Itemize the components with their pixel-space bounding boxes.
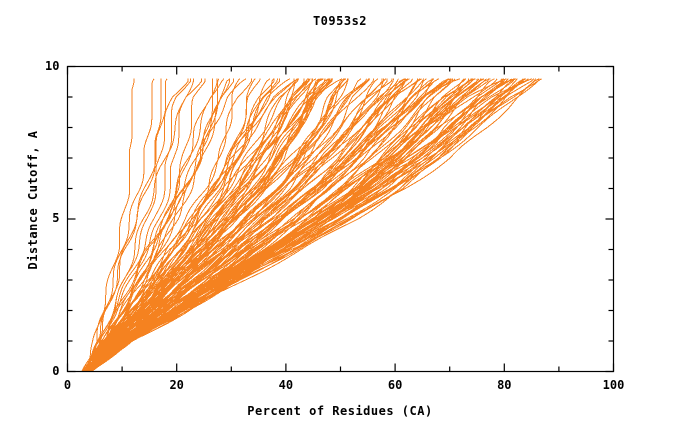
model-curve: [89, 78, 474, 372]
x-tick-label: 20: [169, 377, 184, 392]
model-curve: [87, 78, 345, 372]
model-curve: [86, 78, 206, 372]
model-curve: [82, 78, 155, 372]
model-curve: [85, 78, 427, 372]
x-tick-label: 40: [278, 377, 294, 392]
x-axis-label: Percent of Residues (CA): [247, 404, 433, 418]
model-curve: [87, 78, 231, 372]
y-tick-label: 0: [52, 363, 60, 378]
x-tick-label: 80: [497, 377, 512, 392]
model-curve: [88, 78, 413, 372]
model-curve: [86, 78, 203, 372]
model-curve: [88, 78, 385, 372]
model-curve: [85, 78, 517, 372]
model-curve: [86, 78, 540, 372]
model-curve: [85, 78, 135, 372]
model-curve: [90, 78, 490, 372]
page-title: T0953s2: [312, 14, 368, 28]
model-curve: [89, 78, 453, 372]
model-curve: [90, 78, 540, 372]
model-curve: [87, 78, 333, 372]
model-curve: [88, 78, 332, 372]
plot-frame: [66, 65, 615, 373]
model-curve: [84, 78, 298, 372]
model-curve: [87, 78, 279, 372]
y-tick-label: 5: [52, 211, 60, 225]
x-tick-label: 60: [387, 377, 403, 392]
model-curve: [89, 78, 449, 372]
model-curve: [85, 78, 422, 372]
model-curve: [87, 78, 309, 372]
model-curve: [85, 78, 435, 372]
model-curve: [89, 78, 507, 372]
model-curve-bundle: [81, 78, 542, 372]
model-curve: [82, 78, 220, 372]
model-curve: [91, 78, 525, 372]
model-curve: [87, 78, 483, 372]
model-curve: [83, 78, 231, 372]
model-curve: [82, 78, 162, 372]
model-curve: [86, 78, 189, 372]
model-curve: [87, 78, 399, 372]
y-tick-label: 10: [45, 58, 60, 73]
model-curve: [84, 78, 299, 372]
x-tick-label: 100: [602, 377, 625, 392]
model-curve: [88, 78, 298, 372]
x-tick-label: 0: [63, 377, 72, 392]
model-curve: [89, 78, 537, 372]
model-curve: [86, 78, 409, 372]
